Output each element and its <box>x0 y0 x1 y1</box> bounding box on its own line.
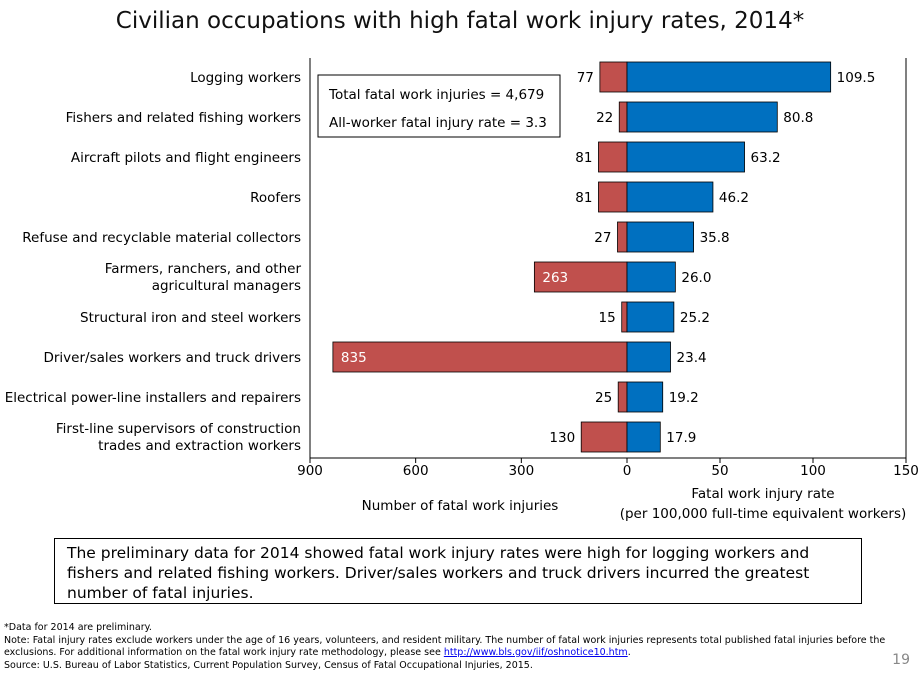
category-label: Aircraft pilots and flight engineers <box>71 150 301 166</box>
injuries-value-label: 130 <box>549 430 575 446</box>
rate-value-label: 46.2 <box>719 190 749 206</box>
left-tick-label: 300 <box>508 463 534 479</box>
injuries-value-label: 81 <box>575 150 592 166</box>
preliminary-note: *Data for 2014 are preliminary. <box>4 622 152 633</box>
category-label: agricultural managers <box>152 278 301 294</box>
category-label: Logging workers <box>190 70 301 86</box>
rate-bar <box>626 141 745 173</box>
injuries-value-label: 81 <box>575 190 592 206</box>
injuries-bar <box>617 221 628 253</box>
category-label: Refuse and recyclable material collector… <box>22 230 301 246</box>
rate-bar <box>626 261 676 293</box>
rate-bar <box>626 61 832 93</box>
rate-value-label: 35.8 <box>700 230 730 246</box>
summary-text: The preliminary data for 2014 showed fat… <box>67 544 810 602</box>
footnotes: *Data for 2014 are preliminary. Note: Fa… <box>4 622 904 672</box>
injuries-bar <box>598 141 628 173</box>
rate-bar <box>626 381 664 413</box>
category-label: Fishers and related fishing workers <box>66 110 301 126</box>
right-tick-label: 50 <box>711 463 728 479</box>
page-number: 19 <box>892 652 910 668</box>
rate-value-label: 25.2 <box>680 310 710 326</box>
rate-bar <box>626 421 661 453</box>
category-label: trades and extraction workers <box>98 438 301 454</box>
injuries-bar <box>598 181 628 213</box>
rate-value-label: 17.9 <box>666 430 696 446</box>
injuries-bar <box>332 341 628 373</box>
injuries-bar <box>617 381 628 413</box>
rate-bar <box>626 101 778 133</box>
injuries-bar <box>618 101 628 133</box>
right-axis-subtitle: (per 100,000 full-time equivalent worker… <box>620 506 907 522</box>
rate-value-label: 26.0 <box>681 270 711 286</box>
category-label: Driver/sales workers and truck drivers <box>43 350 301 366</box>
category-label: First-line supervisors of construction <box>56 421 301 437</box>
category-label: Structural iron and steel workers <box>80 310 301 326</box>
category-label: Roofers <box>250 190 301 206</box>
injuries-bar <box>599 61 628 93</box>
rate-value-label: 19.2 <box>669 390 699 406</box>
injuries-value-label: 22 <box>596 110 613 126</box>
rate-bar <box>626 221 694 253</box>
rate-value-label: 63.2 <box>751 150 781 166</box>
methodology-note: Note: Fatal injury rates exclude workers… <box>4 635 904 660</box>
rate-value-label: 109.5 <box>837 70 876 86</box>
rate-bar <box>626 181 714 213</box>
stats-box <box>317 74 561 138</box>
left-axis-title: Number of fatal work injuries <box>362 498 559 514</box>
rate-value-label: 80.8 <box>783 110 813 126</box>
left-tick-label: 900 <box>297 463 323 479</box>
note-link[interactable]: http://www.bls.gov/iif/oshnotice10.htm <box>443 647 628 658</box>
rate-value-label: 23.4 <box>677 350 707 366</box>
category-label: Farmers, ranchers, and other <box>105 261 302 277</box>
injuries-value-label: 77 <box>577 70 594 86</box>
summary-box: The preliminary data for 2014 showed fat… <box>54 538 862 604</box>
left-tick-label: 0 <box>623 463 632 479</box>
note-text: Note: Fatal injury rates exclude workers… <box>4 634 886 659</box>
total-injuries-stat: Total fatal work injuries = 4,679 <box>328 87 544 103</box>
left-tick-label: 600 <box>403 463 429 479</box>
rate-bar <box>626 301 675 333</box>
rate-bar <box>626 341 671 373</box>
injuries-bar <box>580 421 628 453</box>
right-axis-title: Fatal work injury rate <box>691 486 834 502</box>
right-tick-label: 100 <box>800 463 826 479</box>
injuries-bar <box>621 301 628 333</box>
injuries-value-label: 263 <box>542 270 568 286</box>
injuries-value-label: 27 <box>594 230 611 246</box>
category-label: Electrical power-line installers and rep… <box>5 390 301 406</box>
right-tick-label: 150 <box>893 463 919 479</box>
all-worker-rate-stat: All-worker fatal injury rate = 3.3 <box>329 115 547 131</box>
injuries-value-label: 835 <box>341 350 367 366</box>
diverging-bar-chart: 900 600 300 0 50 100 150 Logging workers 77 109.5… <box>5 58 919 522</box>
source-note: Source: U.S. Bureau of Labor Statistics,… <box>4 659 533 671</box>
chart-title: Civilian occupations with high fatal wor… <box>115 8 805 34</box>
injuries-value-label: 25 <box>595 390 612 406</box>
injuries-value-label: 15 <box>599 310 616 326</box>
note-suffix: . <box>627 647 631 658</box>
